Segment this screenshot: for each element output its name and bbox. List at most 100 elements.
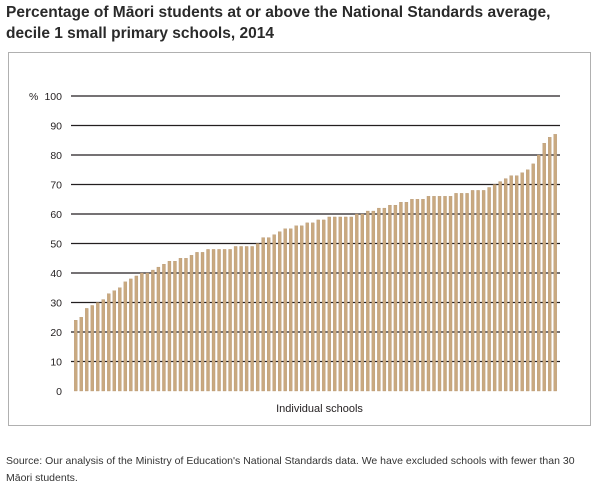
bar-40 bbox=[289, 228, 293, 392]
bar-13 bbox=[140, 272, 144, 392]
bar-88 bbox=[553, 134, 557, 392]
bar-16 bbox=[156, 266, 161, 392]
bar-57 bbox=[382, 207, 387, 392]
bar-36 bbox=[266, 237, 271, 392]
bar-71 bbox=[459, 193, 464, 392]
y-tick-label-80: 80 bbox=[50, 150, 62, 162]
bar-22 bbox=[189, 255, 194, 392]
bar-78 bbox=[498, 181, 502, 392]
bar-70 bbox=[454, 193, 458, 392]
bar-41 bbox=[294, 225, 298, 392]
bar-52 bbox=[355, 213, 359, 392]
bar-10 bbox=[123, 281, 128, 392]
bar-61 bbox=[404, 202, 409, 392]
bar-39 bbox=[283, 228, 287, 392]
y-tick-label-0: 0 bbox=[56, 386, 62, 398]
bar-3 bbox=[85, 308, 89, 392]
bar-58 bbox=[388, 204, 392, 392]
y-tick-label-100: 100 bbox=[44, 91, 62, 103]
bar-56 bbox=[377, 207, 381, 392]
bar-76 bbox=[487, 187, 491, 392]
bar-67 bbox=[437, 196, 442, 392]
bar-73 bbox=[470, 190, 475, 392]
bar-53 bbox=[360, 213, 365, 392]
bar-24 bbox=[200, 252, 205, 392]
bar-64 bbox=[421, 199, 425, 392]
bar-32 bbox=[244, 246, 249, 392]
bar-28 bbox=[222, 249, 227, 392]
bar-38 bbox=[278, 231, 282, 392]
bar-63 bbox=[415, 199, 420, 392]
bar-17 bbox=[162, 263, 166, 392]
y-tick-label-70: 70 bbox=[50, 180, 62, 192]
chart-title: Percentage of Māori students at or above… bbox=[6, 2, 596, 44]
bar-69 bbox=[448, 196, 453, 392]
bar-21 bbox=[184, 258, 188, 392]
bar-8 bbox=[112, 290, 116, 392]
bar-27 bbox=[217, 249, 221, 392]
bar-19 bbox=[173, 261, 177, 392]
bar-62 bbox=[410, 199, 414, 392]
bar-chart: 0 10 20 30 40 50 60 70 80 90 100 % Individual scho… bbox=[29, 91, 560, 415]
bar-74 bbox=[476, 190, 480, 392]
y-tick-label-50: 50 bbox=[50, 239, 62, 251]
bar-59 bbox=[393, 204, 398, 392]
bar-83 bbox=[526, 169, 530, 392]
bar-30 bbox=[233, 246, 238, 392]
bar-60 bbox=[399, 202, 403, 392]
bar-80 bbox=[509, 175, 513, 392]
y-axis-ticks: 0 10 20 30 40 50 60 70 80 90 100 bbox=[44, 91, 62, 398]
bar-34 bbox=[255, 243, 260, 392]
chart-frame: 0 10 20 30 40 50 60 70 80 90 100 % Individual scho… bbox=[8, 52, 591, 426]
bar-44 bbox=[311, 222, 315, 392]
y-axis-label: % bbox=[29, 91, 38, 103]
bar-85 bbox=[537, 154, 541, 392]
bar-84 bbox=[531, 163, 535, 392]
bar-7 bbox=[107, 293, 111, 392]
bar-23 bbox=[195, 252, 199, 392]
bar-82 bbox=[520, 172, 524, 392]
bar-33 bbox=[250, 246, 254, 392]
bar-26 bbox=[211, 249, 216, 392]
bar-25 bbox=[206, 249, 210, 392]
bar-48 bbox=[333, 216, 337, 392]
bar-31 bbox=[239, 246, 243, 392]
bar-18 bbox=[167, 261, 172, 392]
y-tick-label-30: 30 bbox=[50, 298, 62, 310]
bar-2 bbox=[79, 317, 83, 392]
y-tick-label-90: 90 bbox=[50, 121, 62, 133]
bar-14 bbox=[145, 272, 150, 392]
bar-86 bbox=[542, 143, 546, 392]
bar-11 bbox=[129, 278, 133, 392]
bar-75 bbox=[481, 190, 486, 392]
bar-66 bbox=[432, 196, 436, 392]
bar-15 bbox=[151, 269, 155, 392]
bar-20 bbox=[178, 258, 183, 392]
bar-45 bbox=[316, 219, 320, 392]
bar-4 bbox=[90, 305, 94, 392]
bar-42 bbox=[300, 225, 304, 392]
bar-77 bbox=[492, 184, 497, 392]
bars bbox=[74, 134, 557, 392]
bar-37 bbox=[272, 234, 276, 392]
bar-35 bbox=[261, 237, 265, 392]
bar-47 bbox=[327, 216, 331, 392]
source-note: Source: Our analysis of the Ministry of … bbox=[6, 455, 575, 484]
bar-51 bbox=[349, 216, 353, 392]
bar-68 bbox=[443, 196, 447, 392]
bar-5 bbox=[96, 302, 100, 392]
y-tick-label-60: 60 bbox=[50, 209, 62, 221]
bar-43 bbox=[305, 222, 309, 392]
y-tick-label-10: 10 bbox=[50, 357, 62, 369]
chart-title-line-2: decile 1 small primary schools, 2014 bbox=[6, 25, 274, 42]
chart-title-line-1: Percentage of Māori students at or above… bbox=[6, 4, 551, 21]
bar-81 bbox=[514, 175, 519, 392]
bar-65 bbox=[426, 196, 431, 392]
y-tick-label-20: 20 bbox=[50, 327, 62, 339]
gridlines bbox=[71, 95, 560, 363]
bar-6 bbox=[101, 299, 105, 392]
bar-50 bbox=[344, 216, 348, 392]
bar-46 bbox=[322, 219, 326, 392]
bar-29 bbox=[228, 249, 232, 392]
y-tick-label-40: 40 bbox=[50, 268, 62, 280]
